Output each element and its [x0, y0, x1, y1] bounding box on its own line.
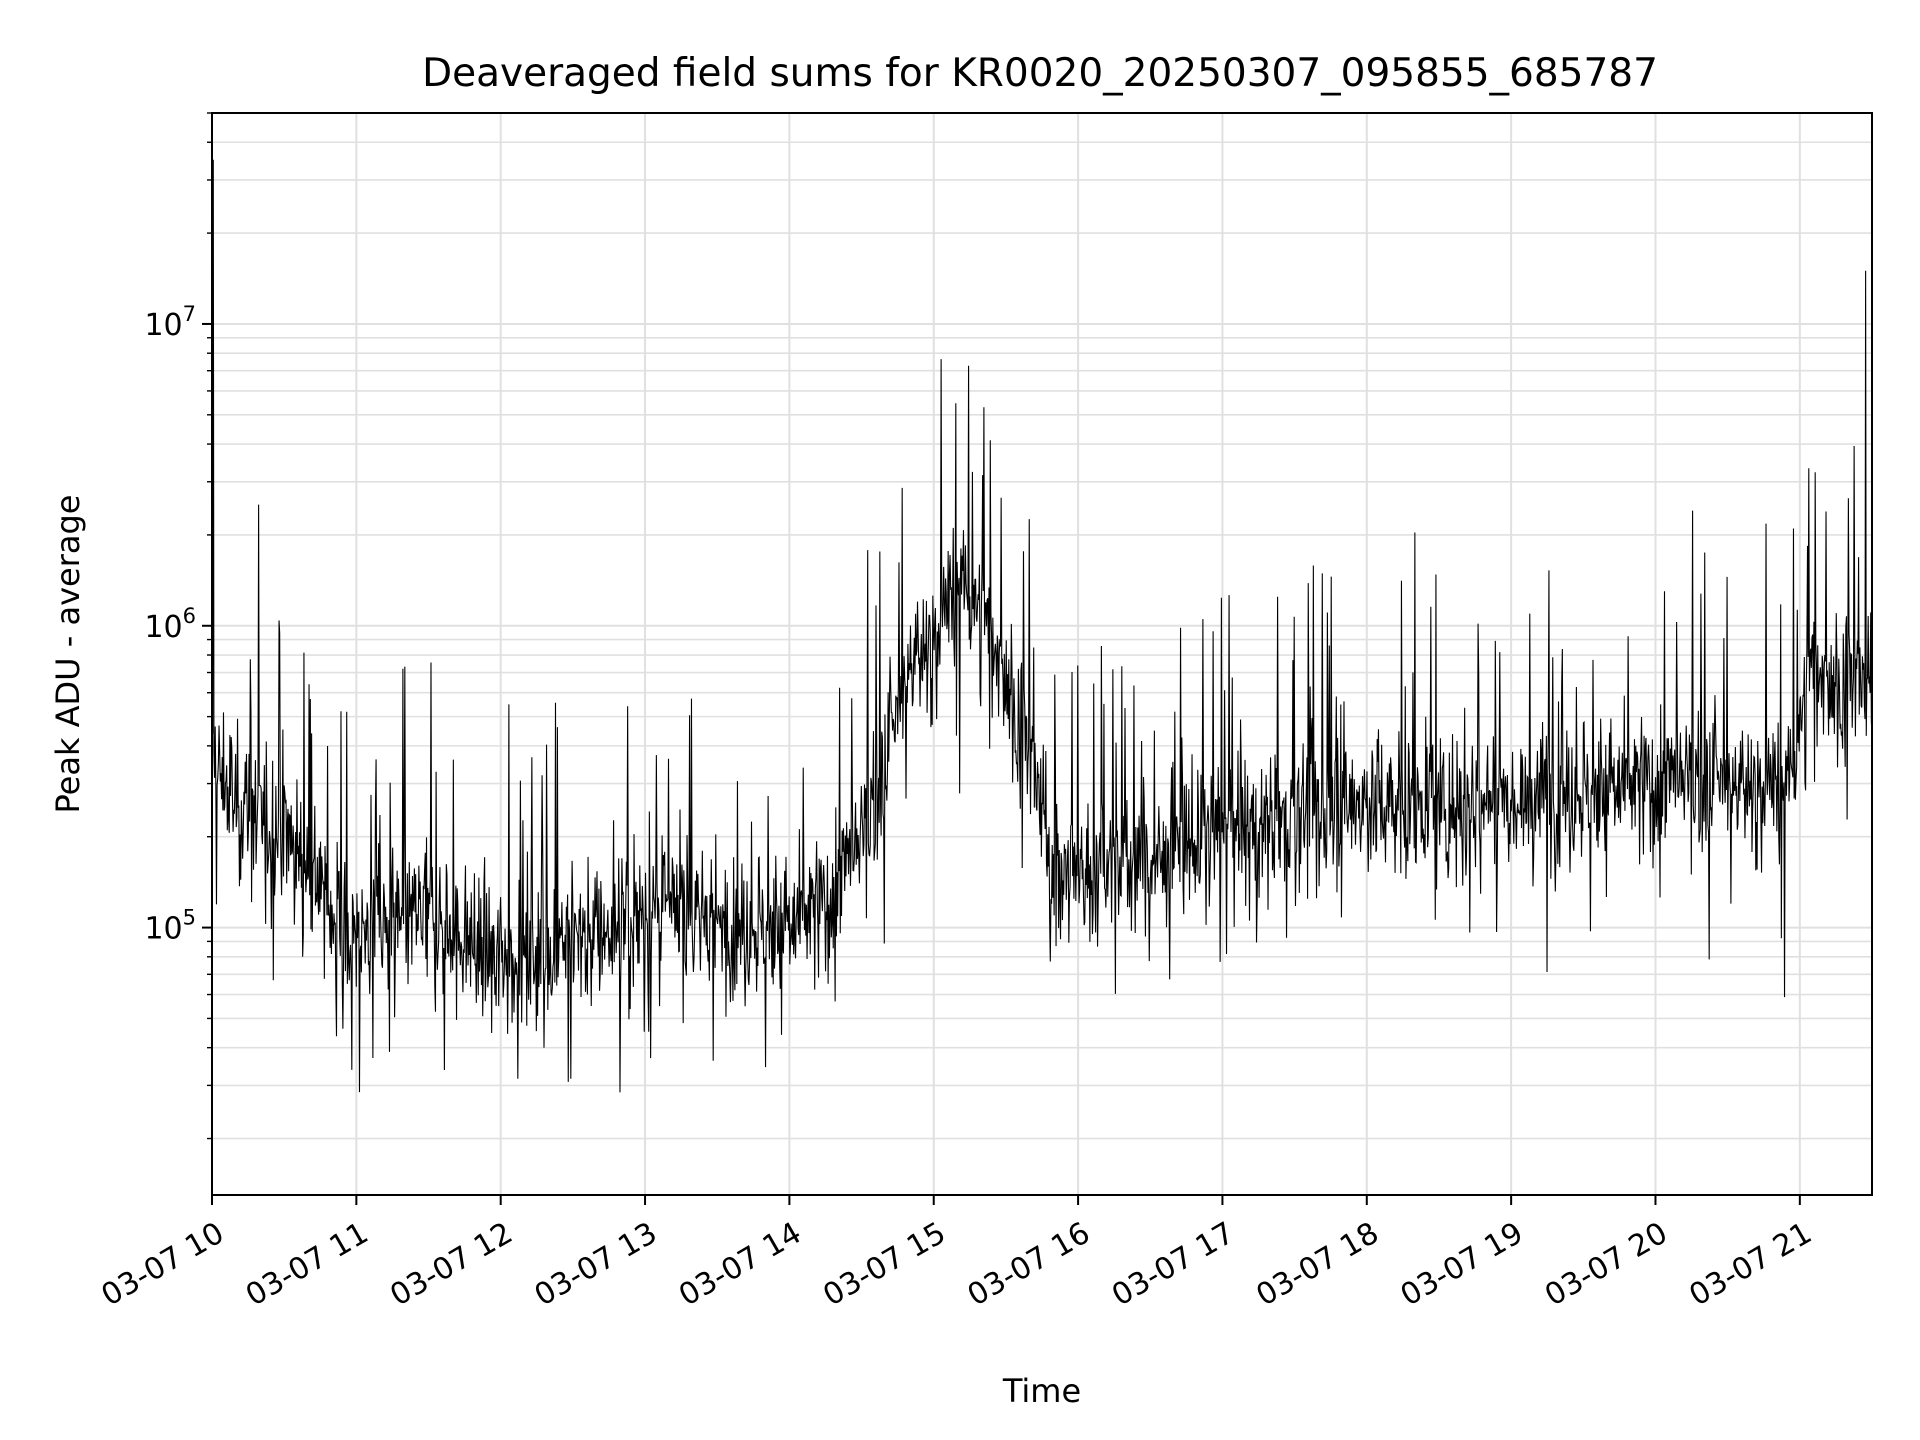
- series-line-group: [211, 159, 1873, 1093]
- plot-frame: [211, 112, 1873, 1196]
- y-tick-label: 106: [144, 604, 196, 645]
- y-tick-label: 105: [144, 906, 196, 947]
- series-line: [211, 159, 1873, 1093]
- y-axis-label: Peak ADU - average: [49, 495, 87, 814]
- y-tick-label: 107: [144, 302, 196, 343]
- chart-title: Deaveraged field sums for KR0020_2025030…: [422, 51, 1658, 96]
- x-axis-label: Time: [1002, 1372, 1081, 1410]
- y-axis: 105 106 107: [144, 112, 212, 1140]
